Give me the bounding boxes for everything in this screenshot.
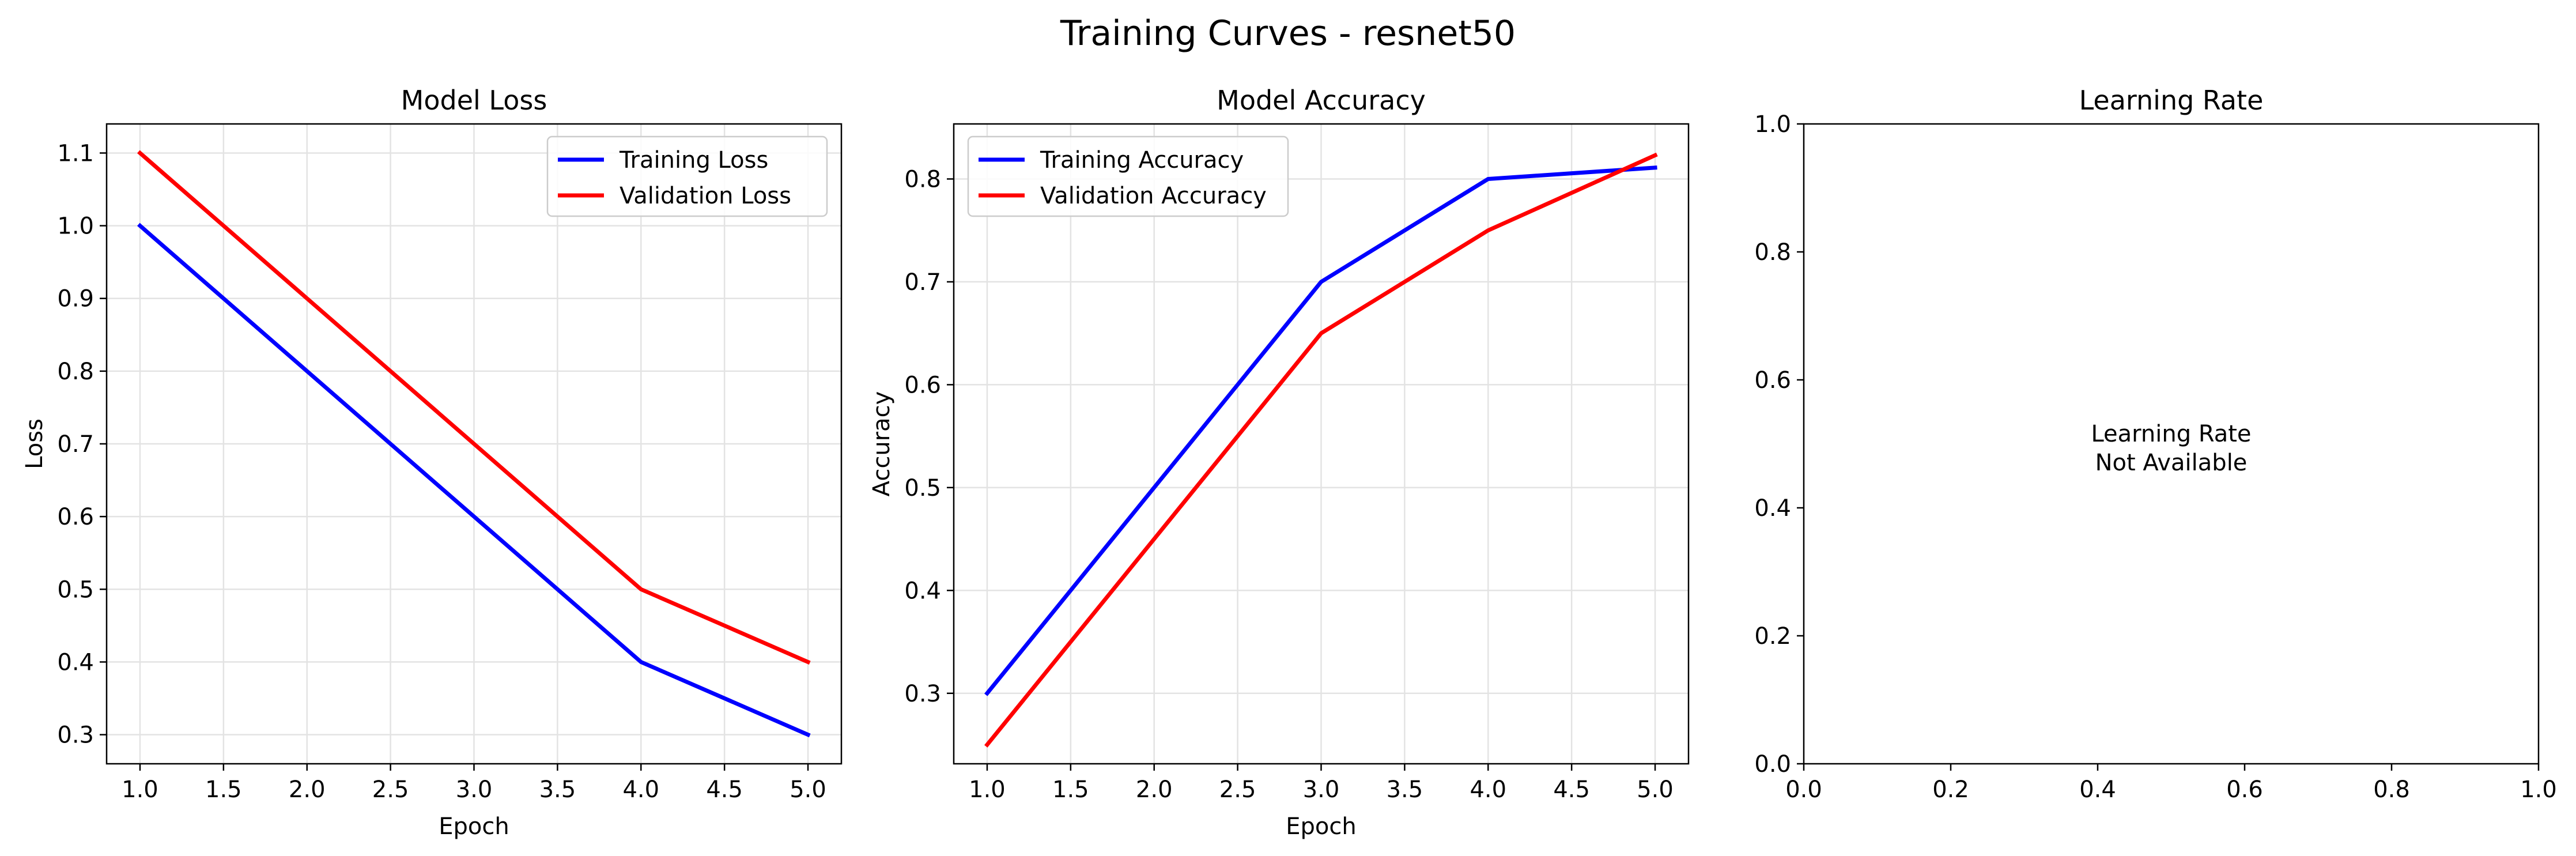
series-line-2 <box>137 150 811 665</box>
series-line-1 <box>137 223 811 738</box>
x-tick-label: 4.0 <box>622 776 659 803</box>
annotation-line-2: Not Available <box>2095 450 2248 476</box>
x-tick-label: 1.5 <box>205 776 242 803</box>
y-tick-label: 1.0 <box>57 213 94 240</box>
y-tick-label: 0.4 <box>904 578 941 604</box>
x-tick-label: 2.5 <box>1219 776 1256 803</box>
chart-panel-2: 1.0 1.5 2.0 2.5 3.0 3.5 4.0 4.5 5.0 0.3 0.4 0.5 0.6 0… <box>868 85 1690 840</box>
y-tick-label: 0.7 <box>57 431 94 458</box>
x-tick-label: 4.0 <box>1470 776 1506 803</box>
x-tick-label: 5.0 <box>1637 776 1674 803</box>
x-tick-label: 4.5 <box>1553 776 1590 803</box>
x-tick-label: 0.8 <box>2373 776 2410 803</box>
x-tick-label: 1.0 <box>969 776 1006 803</box>
x-tick-label: 4.5 <box>706 776 743 803</box>
x-tick-label: 2.5 <box>372 776 409 803</box>
x-tick-label: 2.0 <box>289 776 326 803</box>
x-tick-label: 3.5 <box>1387 776 1423 803</box>
y-tick-label: 0.5 <box>57 576 94 603</box>
y-tick-label: 1.1 <box>57 140 94 167</box>
figure-title: Training Curves - resnet50 <box>1060 13 1516 54</box>
x-tick-label: 3.0 <box>456 776 493 803</box>
x-tick-label: 0.6 <box>2226 776 2263 803</box>
y-tick-label: 0.3 <box>904 681 941 707</box>
y-tick-label: 0.0 <box>1754 751 1791 778</box>
y-tick-label: 0.5 <box>904 475 941 501</box>
x-tick-label: 3.0 <box>1303 776 1340 803</box>
chart-title: Model Accuracy <box>1217 85 1426 116</box>
y-tick-label: 0.6 <box>57 504 94 530</box>
x-tick-label: 1.0 <box>2520 776 2557 803</box>
x-tick-label: 0.0 <box>1785 776 1822 803</box>
x-tick-label: 5.0 <box>790 776 826 803</box>
x-tick-label: 1.0 <box>122 776 158 803</box>
chart-panel-3: 0.0 0.2 0.4 0.6 0.8 1.0 0.0 0.2 0.4 0.6 0.8 1.0 Lear… <box>1754 85 2556 803</box>
series-line-2 <box>984 152 1658 748</box>
y-tick-label: 0.9 <box>57 286 94 312</box>
y-tick-label: 0.4 <box>57 649 94 676</box>
legend-box <box>967 135 1289 217</box>
legend-label: Training Loss <box>619 147 768 174</box>
legend-label: Validation Loss <box>620 183 791 209</box>
legend: Training Accuracy Validation Accuracy <box>967 135 1289 217</box>
annotation-line-1: Learning Rate <box>2091 421 2251 447</box>
axes-frame <box>1803 123 2540 765</box>
x-tick-label: 1.5 <box>1052 776 1089 803</box>
y-tick-label: 0.8 <box>57 359 94 385</box>
y-tick-label: 0.6 <box>904 372 941 398</box>
y-tick-label: 0.3 <box>57 722 94 749</box>
legend: Training Loss Validation Loss <box>546 135 828 217</box>
chart-title: Model Loss <box>401 85 547 116</box>
legend-label: Validation Accuracy <box>1040 183 1267 209</box>
legend-label: Training Accuracy <box>1040 147 1244 174</box>
chart-title: Learning Rate <box>2079 85 2264 116</box>
chart-panel-1: 1.0 1.5 2.0 2.5 3.0 3.5 4.0 4.5 5.0 0.3 0.4 0.5 0.6 0… <box>21 85 843 840</box>
y-tick-label: 0.7 <box>904 269 941 296</box>
y-tick-label: 0.8 <box>1754 239 1791 266</box>
series-line-1 <box>984 165 1657 696</box>
y-tick-label: 0.2 <box>1754 623 1791 650</box>
y-tick-label: 0.6 <box>1754 367 1791 394</box>
charts: 1.0 1.5 2.0 2.5 3.0 3.5 4.0 4.5 5.00.30.40.50.60… <box>21 85 2557 840</box>
legend-box <box>546 135 828 217</box>
x-tick-label: 3.5 <box>539 776 576 803</box>
x-tick-label: 2.0 <box>1136 776 1173 803</box>
y-axis-label: Accuracy <box>868 391 895 497</box>
y-tick-label: 1.0 <box>1754 111 1791 138</box>
y-tick-label: 0.8 <box>904 166 941 193</box>
x-axis-label: Epoch <box>1286 813 1356 840</box>
y-tick-label: 0.4 <box>1754 495 1791 522</box>
x-tick-label: 0.2 <box>1932 776 1969 803</box>
x-axis-label: Epoch <box>439 813 509 840</box>
x-tick-label: 0.4 <box>2079 776 2116 803</box>
y-axis-label: Loss <box>21 418 48 469</box>
